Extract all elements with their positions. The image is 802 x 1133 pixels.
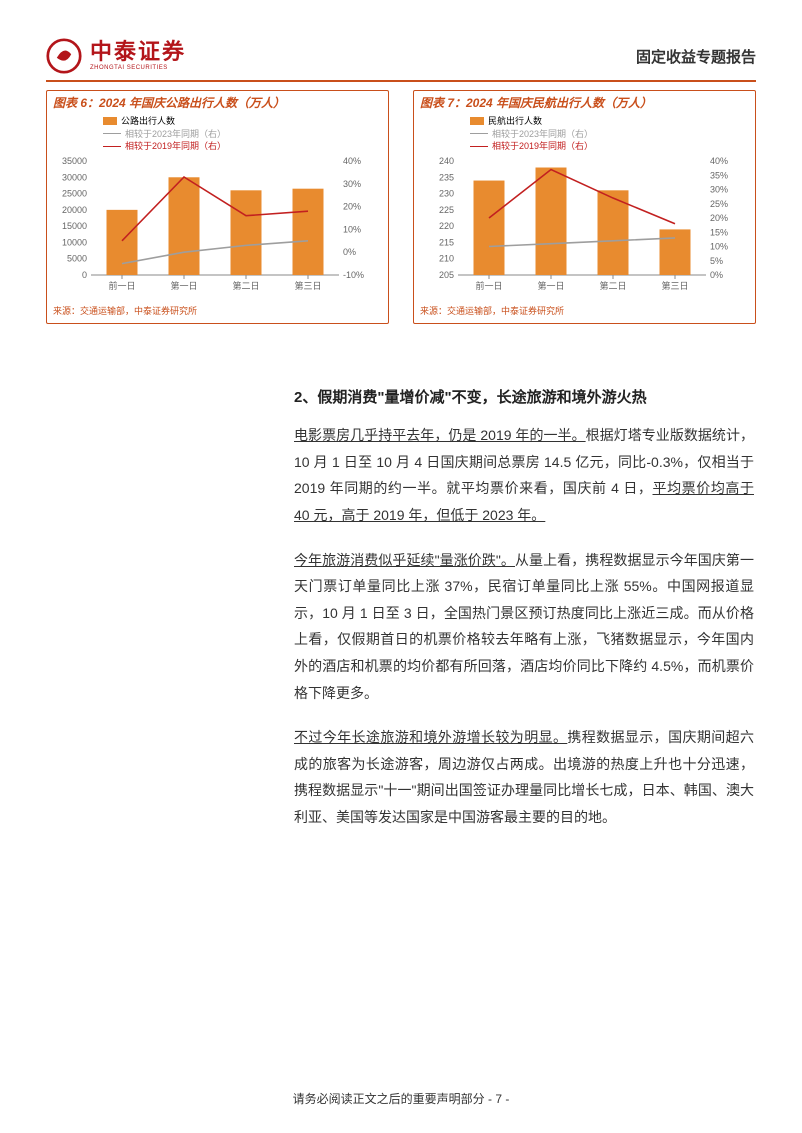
svg-text:第三日: 第三日 [294, 280, 321, 291]
svg-text:30%: 30% [343, 179, 361, 189]
svg-text:35000: 35000 [62, 156, 87, 166]
svg-text:15%: 15% [710, 227, 728, 237]
figure-7-chart: 205 210 215 220 225 230 235 240 0% 5% 10% 15% 20% 25%… [420, 155, 740, 295]
section-heading: 2、假期消费"量增价减"不变，长途旅游和境外游火热 [294, 384, 754, 413]
figure-6-title: 图表 6：2024 年国庆公路出行人数（万人） [53, 94, 382, 111]
svg-text:第一日: 第一日 [170, 280, 197, 291]
svg-text:0%: 0% [343, 247, 356, 257]
svg-text:220: 220 [439, 221, 454, 231]
body-content: 2、假期消费"量增价减"不变，长途旅游和境外游火热 电影票房几乎持平去年，仍是 … [294, 384, 754, 831]
svg-text:20000: 20000 [62, 205, 87, 215]
page-footer: 请务必阅读正文之后的重要声明部分 - 7 - [0, 1090, 802, 1107]
figure-7-legend: 民航出行人数 相较于2023年同期（右） 相较于2019年同期（右） [470, 115, 749, 153]
legend-item: 相较于2023年同期（右） [492, 128, 593, 141]
document-type: 固定收益专题报告 [636, 46, 756, 67]
svg-text:15000: 15000 [62, 221, 87, 231]
svg-text:10%: 10% [343, 224, 361, 234]
svg-text:20%: 20% [710, 213, 728, 223]
svg-text:30%: 30% [710, 184, 728, 194]
svg-text:30000: 30000 [62, 172, 87, 182]
figure-7: 图表 7：2024 年国庆民航出行人数（万人） 民航出行人数 相较于2023年同… [413, 90, 756, 324]
svg-text:40%: 40% [343, 156, 361, 166]
figure-6-chart: 0 5000 10000 15000 20000 25000 30000 35000 -10% 0… [53, 155, 373, 295]
svg-text:225: 225 [439, 205, 454, 215]
svg-text:前一日: 前一日 [108, 280, 135, 291]
svg-text:第一日: 第一日 [537, 280, 564, 291]
svg-text:35%: 35% [710, 170, 728, 180]
page-header: 中泰证券 ZHONGTAI SECURITIES 固定收益专题报告 [46, 38, 756, 82]
svg-text:215: 215 [439, 237, 454, 247]
paragraph-2: 今年旅游消费似乎延续"量涨价跌"。从量上看，携程数据显示今年国庆第一天门票订单量… [294, 547, 754, 707]
figure-7-title: 图表 7：2024 年国庆民航出行人数（万人） [420, 94, 749, 111]
paragraph-3: 不过今年长途旅游和境外游增长较为明显。携程数据显示，国庆期间超六成的旅客为长途游… [294, 724, 754, 830]
legend-item: 相较于2019年同期（右） [125, 140, 226, 153]
brand-name-en: ZHONGTAI SECURITIES [90, 65, 186, 71]
svg-text:40%: 40% [710, 156, 728, 166]
figure-6-source: 来源：交通运输部，中泰证券研究所 [53, 304, 382, 317]
svg-text:20%: 20% [343, 201, 361, 211]
svg-text:230: 230 [439, 188, 454, 198]
svg-text:第二日: 第二日 [599, 280, 626, 291]
legend-item: 相较于2023年同期（右） [125, 128, 226, 141]
svg-text:前一日: 前一日 [475, 280, 502, 291]
svg-text:0: 0 [82, 270, 87, 280]
svg-text:10000: 10000 [62, 237, 87, 247]
legend-item: 民航出行人数 [488, 115, 542, 128]
legend-item: 相较于2019年同期（右） [492, 140, 593, 153]
svg-text:210: 210 [439, 253, 454, 263]
svg-text:5000: 5000 [67, 253, 87, 263]
figure-6: 图表 6：2024 年国庆公路出行人数（万人） 公路出行人数 相较于2023年同… [46, 90, 389, 324]
svg-text:5%: 5% [710, 256, 723, 266]
logo-icon [46, 38, 82, 74]
paragraph-1: 电影票房几乎持平去年，仍是 2019 年的一半。根据灯塔专业版数据统计，10 月… [294, 422, 754, 528]
svg-text:25%: 25% [710, 199, 728, 209]
brand-name-cn: 中泰证券 [90, 41, 186, 63]
svg-text:-10%: -10% [343, 270, 364, 280]
svg-text:第三日: 第三日 [661, 280, 688, 291]
svg-text:240: 240 [439, 156, 454, 166]
legend-item: 公路出行人数 [121, 115, 175, 128]
svg-text:25000: 25000 [62, 188, 87, 198]
brand-logo: 中泰证券 ZHONGTAI SECURITIES [46, 38, 186, 74]
svg-text:第二日: 第二日 [232, 280, 259, 291]
svg-text:235: 235 [439, 172, 454, 182]
figure-7-source: 来源：交通运输部，中泰证券研究所 [420, 304, 749, 317]
svg-text:0%: 0% [710, 270, 723, 280]
svg-text:10%: 10% [710, 241, 728, 251]
figure-6-legend: 公路出行人数 相较于2023年同期（右） 相较于2019年同期（右） [103, 115, 382, 153]
svg-text:205: 205 [439, 270, 454, 280]
